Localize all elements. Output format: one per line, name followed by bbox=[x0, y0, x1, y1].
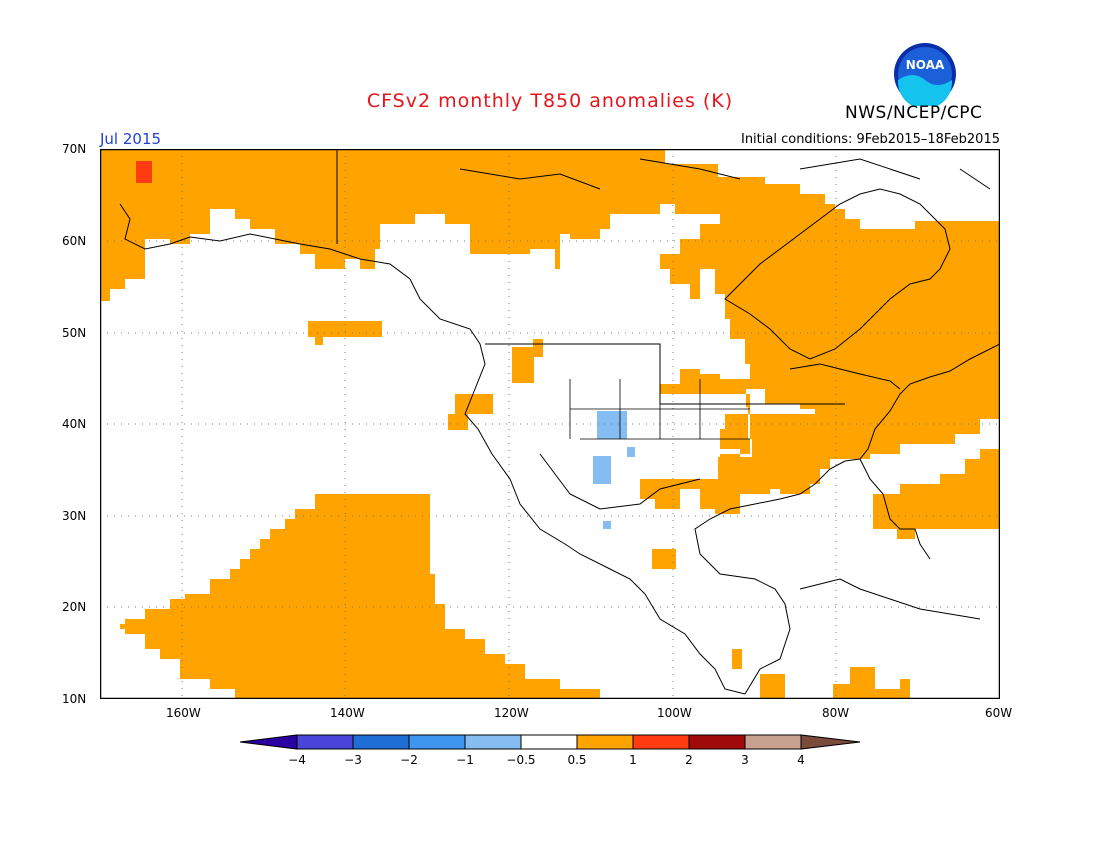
lon-label: 120W bbox=[494, 706, 529, 720]
anomaly-region-east bbox=[640, 189, 1000, 514]
anomaly-region-hot-spot bbox=[136, 161, 152, 183]
lat-label: 50N bbox=[62, 326, 87, 340]
gulf-east-coastline bbox=[694, 343, 1000, 695]
credit-label: NWS/NCEP/CPC bbox=[845, 103, 983, 123]
lat-label: 20N bbox=[62, 600, 87, 614]
colorbar-tick: 2 bbox=[685, 753, 693, 767]
colorbar-tick: 0.5 bbox=[567, 753, 586, 767]
arctic-islands bbox=[459, 158, 991, 190]
anomaly-region-california bbox=[455, 394, 493, 414]
colorbar-tick: 3 bbox=[741, 753, 749, 767]
anomaly-region-four-corners-c bbox=[627, 447, 635, 457]
colorbar-bin bbox=[744, 734, 802, 750]
anomaly-region-mexico bbox=[652, 549, 676, 569]
logo-text: NOAA bbox=[906, 58, 945, 72]
lon-label: 80W bbox=[822, 706, 850, 720]
colorbar-tick: 4 bbox=[797, 753, 805, 767]
lon-label: 100W bbox=[657, 706, 692, 720]
colorbar-tick: 1 bbox=[629, 753, 637, 767]
anomaly-region-alaska bbox=[100, 149, 845, 301]
colorbar-bin bbox=[352, 734, 410, 750]
lon-label: 60W bbox=[985, 706, 1013, 720]
colorbar-tick: −3 bbox=[344, 753, 362, 767]
lat-label: 10N bbox=[62, 692, 87, 706]
anomaly-region-gulf-alaska-tail bbox=[315, 337, 323, 345]
lon-label: 160W bbox=[166, 706, 201, 720]
anomaly-region-pacific bbox=[120, 494, 600, 699]
anomaly-map bbox=[100, 149, 1000, 699]
lat-label: 70N bbox=[62, 142, 87, 156]
coastlines bbox=[119, 149, 1000, 695]
chart-title: CFSv2 monthly T850 anomalies (K) bbox=[366, 90, 734, 112]
anomaly-region-northwest bbox=[512, 347, 534, 383]
colorbar-arrow-high bbox=[800, 734, 861, 750]
great-lakes bbox=[789, 363, 901, 390]
anomaly-region-caribbean bbox=[833, 667, 910, 699]
west-coastline bbox=[119, 203, 746, 695]
initial-conditions-label: Initial conditions: 9Feb2015–18Feb2015 bbox=[740, 132, 1000, 147]
graticule bbox=[100, 149, 1000, 699]
colorbar-tick: −4 bbox=[288, 753, 306, 767]
florida-coastline bbox=[859, 458, 931, 560]
noaa-logo: NOAA bbox=[894, 43, 956, 106]
lat-label: 60N bbox=[62, 234, 87, 248]
colorbar-bin bbox=[520, 734, 578, 750]
colorbar-bin bbox=[296, 734, 354, 750]
anomaly-region-california-b bbox=[448, 414, 468, 430]
colorbar-bin bbox=[576, 734, 634, 750]
valid-month-label: Jul 2015 bbox=[100, 130, 162, 148]
colorbar-tick: −0.5 bbox=[506, 753, 535, 767]
colorbar-tick: −2 bbox=[400, 753, 418, 767]
anomaly-region-central-america-b bbox=[732, 649, 742, 669]
negative-anomaly-shading bbox=[593, 411, 635, 529]
colorbar-arrow-low bbox=[240, 734, 298, 750]
us-canada-border bbox=[485, 343, 845, 405]
state-borders bbox=[569, 379, 750, 440]
anomaly-region-four-corners-d bbox=[603, 521, 611, 529]
map-frame bbox=[100, 149, 1000, 699]
positive-anomaly-shading bbox=[100, 149, 1000, 699]
anomaly-region-four-corners bbox=[597, 411, 627, 439]
colorbar-bin bbox=[632, 734, 690, 750]
hudson-bay-coastline bbox=[724, 188, 951, 360]
colorbar-tick: −1 bbox=[456, 753, 474, 767]
us-mexico-border bbox=[539, 453, 701, 510]
lat-label: 30N bbox=[62, 509, 87, 523]
anomaly-region-four-corners-b bbox=[593, 456, 611, 484]
anomaly-region-gulf-alaska bbox=[308, 321, 382, 337]
anomaly-region-northwest-b bbox=[533, 339, 543, 357]
lat-label: 40N bbox=[62, 417, 87, 431]
colorbar-bin bbox=[464, 734, 522, 750]
colorbar-bin bbox=[408, 734, 466, 750]
anomaly-region-central-america bbox=[760, 674, 785, 699]
colorbar-bin bbox=[688, 734, 746, 750]
colorbar: −4 −3 −2 −1 −0.5 0.5 1 2 3 4 bbox=[240, 734, 861, 767]
lon-label: 140W bbox=[330, 706, 365, 720]
caribbean-islands bbox=[799, 578, 981, 620]
